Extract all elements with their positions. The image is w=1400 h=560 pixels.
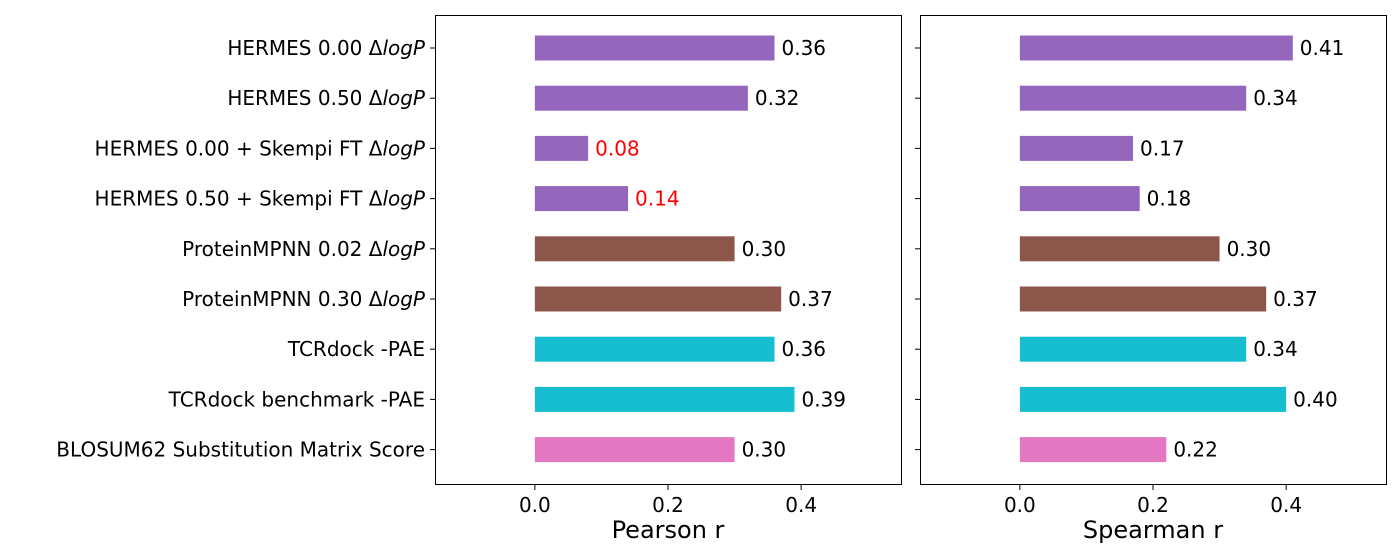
pearson-bar <box>534 286 782 312</box>
category-label-text: TCRdock -PAE <box>287 337 425 361</box>
pearson-value-label: 0.32 <box>755 86 800 110</box>
category-label: HERMES 0.50 + Skempi FT ΔlogP <box>95 187 426 211</box>
category-label-italic: logP <box>382 187 425 211</box>
pearson-value-label: 0.36 <box>782 337 827 361</box>
category-label: HERMES 0.00 ΔlogP <box>227 36 426 60</box>
spearman-bar <box>1019 135 1134 161</box>
spearman-value-label: 0.30 <box>1227 237 1272 261</box>
spearman-bar <box>1019 85 1247 111</box>
spearman-value-label: 0.34 <box>1253 337 1298 361</box>
spearman-value-label: 0.34 <box>1253 86 1298 110</box>
pearson-value-label: 0.37 <box>788 287 833 311</box>
spearman-bar <box>1019 437 1167 463</box>
category-label: TCRdock benchmark -PAE <box>168 387 425 411</box>
category-label: HERMES 0.00 + Skempi FT ΔlogP <box>95 136 426 160</box>
spearman-bar <box>1019 236 1220 262</box>
spearman-bar <box>1019 386 1287 412</box>
spearman-value-label: 0.22 <box>1173 438 1218 462</box>
category-label-text: TCRdock benchmark -PAE <box>168 387 425 411</box>
pearson-bar <box>534 35 775 61</box>
spearman-x-axis-title: Spearman r <box>1083 516 1223 544</box>
spearman-value-label: 0.17 <box>1140 136 1185 160</box>
pearson-bar <box>534 437 735 463</box>
spearman-bar <box>1019 35 1293 61</box>
spearman-x-tick-label: 0.2 <box>1137 493 1169 517</box>
category-label-italic: logP <box>382 86 425 110</box>
pearson-value-label: 0.36 <box>782 36 827 60</box>
pearson-value-label: 0.39 <box>801 387 846 411</box>
category-label-text: HERMES 0.00 Δ <box>227 36 382 60</box>
spearman-bar <box>1019 186 1140 212</box>
spearman-x-tick-label: 0.4 <box>1270 493 1302 517</box>
pearson-bar <box>534 186 629 212</box>
pearson-x-tick-label: 0.2 <box>652 493 684 517</box>
spearman-panel: 0.41 0.34 0.17 0.18 0.30 0.37 0.34 0.40 0.22 0.0 0… <box>915 15 1387 544</box>
spearman-value-label: 0.37 <box>1273 287 1318 311</box>
category-label-italic: logP <box>382 287 425 311</box>
category-label-text: ProteinMPNN 0.30 Δ <box>182 287 383 311</box>
pearson-bar <box>534 386 795 412</box>
category-label-text: HERMES 0.00 + Skempi FT Δ <box>95 136 383 160</box>
pearson-value-label: 0.14 <box>635 187 680 211</box>
category-label-text: BLOSUM62 Substitution Matrix Score <box>56 438 425 462</box>
pearson-x-axis-title: Pearson r <box>612 516 725 544</box>
category-label: TCRdock -PAE <box>287 337 425 361</box>
category-label-text: HERMES 0.50 + Skempi FT Δ <box>95 187 383 211</box>
category-label-text: ProteinMPNN 0.02 Δ <box>182 237 383 261</box>
pearson-value-label: 0.30 <box>742 237 787 261</box>
category-label-italic: logP <box>382 136 425 160</box>
category-label-italic: logP <box>382 237 425 261</box>
category-label: HERMES 0.50 ΔlogP <box>227 86 426 110</box>
pearson-x-tick-label: 0.0 <box>519 493 551 517</box>
category-label-text: HERMES 0.50 Δ <box>227 86 382 110</box>
pearson-bar <box>534 336 775 362</box>
spearman-x-tick-label: 0.0 <box>1004 493 1036 517</box>
category-label: BLOSUM62 Substitution Matrix Score <box>56 438 425 462</box>
category-label: ProteinMPNN 0.30 ΔlogP <box>182 287 426 311</box>
category-label-italic: logP <box>382 36 425 60</box>
spearman-bar <box>1019 336 1247 362</box>
pearson-bar <box>534 85 748 111</box>
pearson-bar <box>534 236 735 262</box>
spearman-value-label: 0.18 <box>1147 187 1192 211</box>
spearman-bar <box>1019 286 1267 312</box>
pearson-bar <box>534 135 589 161</box>
pearson-value-label: 0.08 <box>595 136 640 160</box>
spearman-value-label: 0.40 <box>1293 387 1338 411</box>
pearson-value-label: 0.30 <box>742 438 787 462</box>
category-label: ProteinMPNN 0.02 ΔlogP <box>182 237 426 261</box>
pearson-x-tick-label: 0.4 <box>785 493 817 517</box>
spearman-value-label: 0.41 <box>1300 36 1345 60</box>
